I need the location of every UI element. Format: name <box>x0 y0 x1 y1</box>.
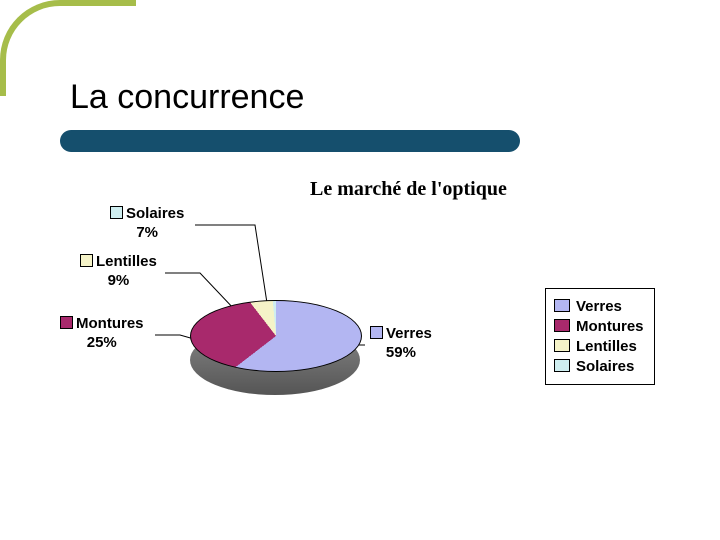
legend-item-montures: Montures <box>554 318 644 335</box>
slide: La concurrence Le marché de l'optique So… <box>0 0 720 540</box>
pie-chart: Solaires 7% Lentilles 9% Montures 25% Ve… <box>60 205 470 445</box>
pie-top <box>190 300 362 372</box>
legend: Verres Montures Lentilles Solaires <box>545 288 655 385</box>
legend-label-solaires: Solaires <box>576 358 634 375</box>
legend-item-verres: Verres <box>554 298 644 315</box>
legend-label-lentilles: Lentilles <box>576 338 637 355</box>
legend-label-verres: Verres <box>576 298 622 315</box>
legend-swatch-verres <box>554 299 570 312</box>
chart-subtitle: Le marché de l'optique <box>310 178 507 201</box>
page-title: La concurrence <box>70 78 304 117</box>
legend-item-lentilles: Lentilles <box>554 338 644 355</box>
legend-label-montures: Montures <box>576 318 644 335</box>
title-underline <box>60 130 520 152</box>
legend-swatch-lentilles <box>554 339 570 352</box>
legend-swatch-solaires <box>554 359 570 372</box>
legend-swatch-montures <box>554 319 570 332</box>
legend-item-solaires: Solaires <box>554 358 644 375</box>
pie-3d <box>190 300 360 395</box>
